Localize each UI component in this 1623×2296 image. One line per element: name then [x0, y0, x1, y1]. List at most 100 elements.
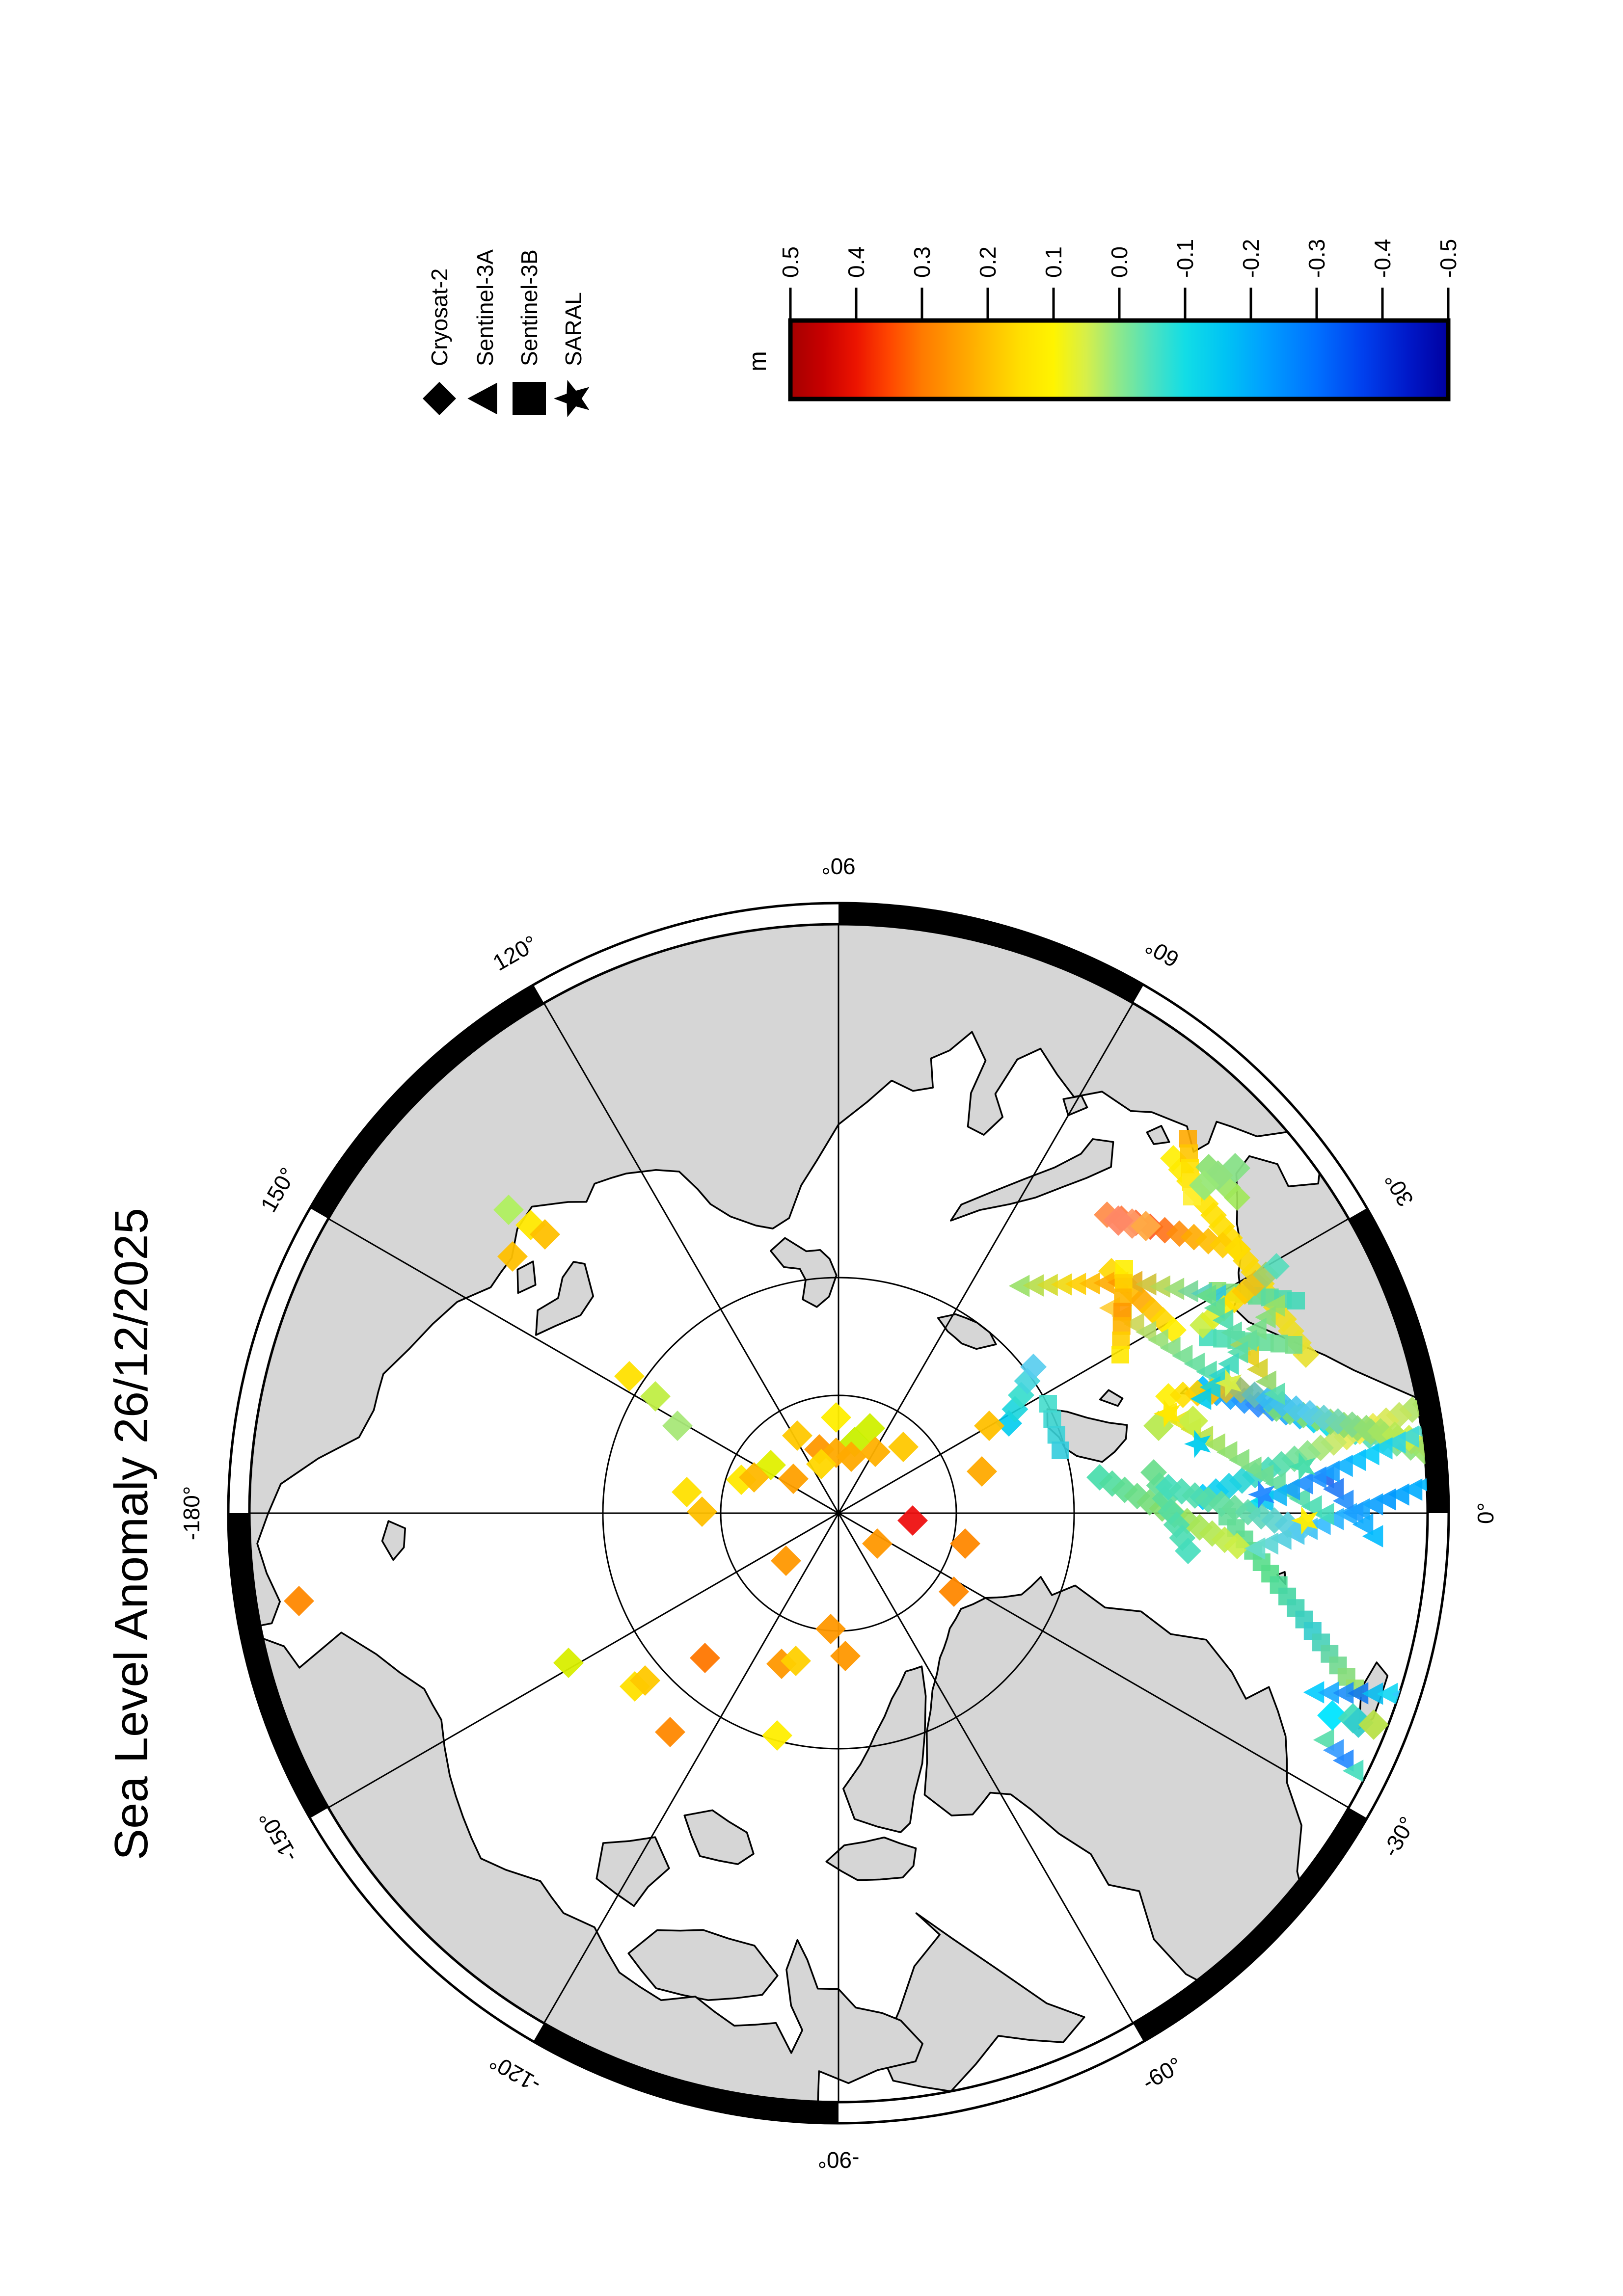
track-marker-triangle: [1388, 1483, 1409, 1506]
map-boundary-circle: [248, 923, 1429, 2104]
track-marker-triangle: [1212, 1309, 1234, 1332]
saral-point: [1291, 1506, 1318, 1535]
track-marker-diamond: [1229, 1467, 1255, 1494]
track-marker-triangle: [1147, 1329, 1168, 1351]
track-marker-triangle: [1375, 1488, 1396, 1511]
colorbar-ticks: 0.5 0.4 0.3 0.2 0.1 0.0 -0.1 -0.2 -0.3 -0.4 -0.5: [778, 239, 1461, 319]
track-marker-square: [1115, 1260, 1133, 1278]
track-marker-triangle: [1135, 1273, 1157, 1296]
cryosat-2-point: [690, 1643, 720, 1673]
track-marker-triangle: [1171, 1344, 1193, 1367]
cryosat-2-point: [897, 1505, 928, 1536]
track-marker-diamond: [1263, 1253, 1290, 1280]
track-marker-triangle: [1196, 1361, 1217, 1383]
track-marker-triangle: [1255, 1370, 1276, 1393]
lon-label: 120°: [488, 930, 541, 976]
cryosat-2-point: [762, 1720, 792, 1751]
track-marker-triangle: [1199, 1376, 1221, 1399]
track-marker-diamond: [1208, 1213, 1235, 1240]
cryosat-2-point: [1189, 1170, 1219, 1201]
track-marker-triangle: [1264, 1294, 1285, 1317]
coast-edgeoya: [1099, 1389, 1124, 1407]
track-marker-triangle: [1245, 1317, 1267, 1340]
track-marker-diamond: [1163, 1511, 1190, 1538]
track-marker-triangle: [1037, 1274, 1058, 1296]
track-marker-triangle: [1332, 1454, 1353, 1477]
colorbar-tick-label: -0.2: [1238, 239, 1264, 278]
coast-victoria: [627, 1929, 779, 2001]
cryosat-2-point: [530, 1219, 560, 1250]
coast-baffin: [880, 1912, 1085, 2092]
cryosat-2-point: [1317, 1700, 1348, 1731]
cryosat-2-point: [553, 1648, 584, 1678]
cryosat-2-point: [493, 1195, 524, 1225]
track-marker-triangle: [1163, 1278, 1185, 1300]
figure-title: Sea Level Anomaly 26/12/2025: [105, 1208, 158, 1860]
track-marker-triangle: [1323, 1739, 1344, 1762]
lon-label: 150°: [255, 1163, 301, 1216]
saral-point: [1248, 1480, 1275, 1509]
frame-arc-black: [310, 985, 544, 1219]
track-marker-triangle: [1332, 1682, 1354, 1705]
saral-point: [1289, 1452, 1316, 1481]
lon-label: 90°: [821, 854, 856, 879]
track-marker-square: [1112, 1317, 1131, 1335]
track-marker-triangle: [1319, 1460, 1340, 1483]
track-marker-square: [1113, 1303, 1131, 1321]
track-marker-diamond: [1252, 1261, 1279, 1288]
meridian-line: [328, 1218, 1349, 1809]
legend-label: Sentinel-3A: [472, 249, 498, 366]
colorbar: m 0.5 0.4 0.3 0.2 0.1 0.0 -0.1 -0.2 -0.3 -0.4 -0.5: [744, 239, 1461, 401]
track-marker-diamond: [1186, 1514, 1213, 1541]
track-marker-triangle: [1362, 1493, 1383, 1516]
track-marker-diamond: [1199, 1520, 1226, 1547]
coast-banks: [595, 1836, 670, 1907]
cryosat-2-point: [739, 1462, 769, 1493]
track-marker-triangle: [1313, 1503, 1334, 1525]
track-marker-triangle: [1292, 1472, 1313, 1495]
satellite-tracks: [996, 1130, 1428, 1782]
cryosat-2-point: [860, 1437, 891, 1467]
track-marker-triangle: [1204, 1297, 1225, 1319]
track-marker-triangle: [1177, 1280, 1198, 1303]
cryosat-2-point: [950, 1528, 980, 1559]
lon-label: -180°: [179, 1486, 204, 1540]
cryosat-2-point: [836, 1442, 866, 1472]
track-marker-diamond: [1216, 1472, 1243, 1499]
cryosat-2-point: [672, 1477, 702, 1507]
coast-new_siberian: [535, 1261, 595, 1336]
track-marker-square: [1181, 1159, 1199, 1176]
cryosat-2-point: [771, 1546, 801, 1576]
track-marker-triangle: [1079, 1272, 1100, 1295]
track-marker-square: [1052, 1442, 1069, 1459]
diamond-icon: [423, 382, 456, 415]
coast-melville: [683, 1809, 755, 1865]
cryosat-2-point: [614, 1361, 645, 1391]
track-marker-triangle: [1227, 1341, 1248, 1363]
frame-arc-black: [228, 1513, 328, 1818]
track-marker-triangle: [1384, 1431, 1406, 1454]
track-marker-square: [1270, 1335, 1288, 1353]
colorbar-gradient: [788, 318, 1451, 401]
lon-label: 30°: [1380, 1169, 1419, 1211]
track-marker-triangle: [1255, 1306, 1276, 1329]
track-marker-square: [1256, 1334, 1274, 1351]
track-marker-triangle: [1377, 1682, 1398, 1706]
track-marker-triangle: [1414, 1473, 1428, 1496]
legend-label: Cryosat-2: [427, 268, 452, 366]
map-frame-ring: [227, 902, 1450, 2125]
frame-arc-black: [1133, 1807, 1367, 2042]
track-marker-triangle: [1342, 1501, 1364, 1524]
lon-label: 60°: [1141, 934, 1183, 973]
cryosat-2-point: [630, 1665, 660, 1696]
track-marker-triangle: [1401, 1478, 1423, 1501]
track-marker-triangle: [1266, 1484, 1287, 1506]
track-marker-triangle: [1135, 1320, 1157, 1343]
track-marker-triangle: [1123, 1312, 1144, 1335]
saral-point: [1184, 1430, 1211, 1458]
cryosat-2-point: [1358, 1709, 1389, 1740]
frame-arc-black: [1349, 1208, 1449, 1514]
track-marker-triangle: [1358, 1442, 1380, 1466]
track-marker-triangle: [1216, 1441, 1238, 1464]
